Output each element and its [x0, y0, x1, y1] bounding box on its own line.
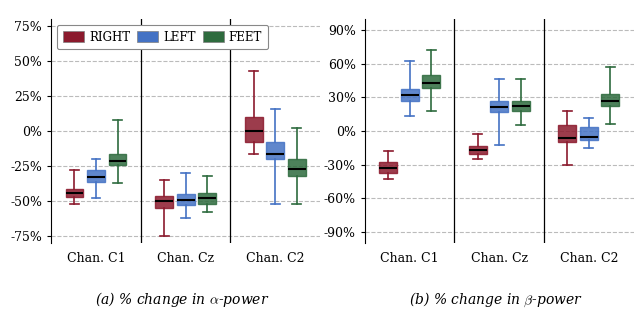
PathPatch shape — [266, 142, 284, 159]
PathPatch shape — [65, 188, 83, 197]
PathPatch shape — [422, 75, 440, 88]
PathPatch shape — [401, 90, 419, 101]
PathPatch shape — [558, 125, 576, 142]
Text: (a) % change in $\alpha$-power: (a) % change in $\alpha$-power — [95, 290, 269, 309]
PathPatch shape — [109, 154, 127, 165]
PathPatch shape — [512, 101, 530, 111]
PathPatch shape — [602, 94, 620, 106]
PathPatch shape — [490, 101, 508, 112]
PathPatch shape — [244, 117, 262, 142]
PathPatch shape — [198, 193, 216, 204]
PathPatch shape — [177, 194, 195, 206]
PathPatch shape — [468, 146, 486, 154]
PathPatch shape — [87, 170, 105, 182]
Legend: RIGHT, LEFT, FEET: RIGHT, LEFT, FEET — [57, 25, 268, 49]
PathPatch shape — [379, 163, 397, 173]
PathPatch shape — [155, 196, 173, 208]
PathPatch shape — [580, 127, 598, 140]
PathPatch shape — [288, 159, 306, 176]
Text: (b) % change in $\beta$-power: (b) % change in $\beta$-power — [409, 290, 583, 309]
